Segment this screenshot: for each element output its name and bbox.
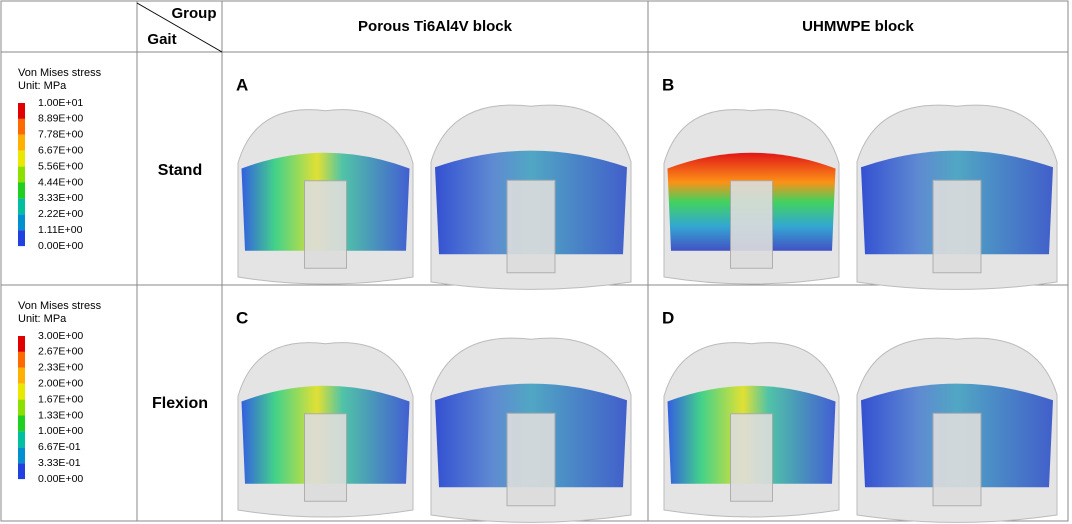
box-cut: [932, 412, 982, 507]
legend-label: 2.00E+00: [38, 377, 83, 389]
legend-label: 0.00E+00: [38, 240, 83, 252]
panel-image: [237, 104, 632, 290]
legend-label: 7.78E+00: [38, 129, 83, 141]
color-bar-segment: [18, 399, 25, 416]
color-bar-segment: [18, 463, 25, 480]
color-bar-segment: [18, 383, 25, 400]
legend-label: 5.56E+00: [38, 160, 83, 172]
legend-title: Von Mises stress: [18, 67, 102, 79]
box-cut: [730, 413, 773, 502]
legend-label: 1.33E+00: [38, 409, 83, 421]
color-bar-segment: [18, 118, 25, 135]
legend-label: 8.89E+00: [38, 113, 83, 125]
panel-image: [663, 104, 1058, 290]
legend-label: 1.00E+01: [38, 97, 83, 109]
panel-label: C: [236, 308, 248, 327]
panel-image: [663, 337, 1058, 523]
legend-label: 2.33E+00: [38, 362, 83, 374]
color-bar-segment: [18, 134, 25, 151]
box-cut: [506, 412, 556, 507]
legend-unit: Unit: MPa: [18, 313, 67, 325]
color-bar-segment: [18, 182, 25, 199]
legend-label: 2.67E+00: [38, 346, 83, 358]
legend-label: 2.22E+00: [38, 208, 83, 220]
legend-label: 3.00E+00: [38, 330, 83, 342]
panel-label: B: [662, 75, 674, 94]
gait-label: Flexion: [152, 395, 208, 412]
color-bar-segment: [18, 230, 25, 247]
color-bar-segment: [18, 214, 25, 231]
color-bar-segment: [18, 351, 25, 368]
corner-bottom: Gait: [147, 31, 176, 48]
color-bar-segment: [18, 367, 25, 384]
box-cut: [304, 180, 347, 269]
legend-label: 3.33E-01: [38, 457, 81, 469]
box-cut: [506, 179, 556, 274]
panel-label: A: [236, 75, 248, 94]
legend-label: 6.67E-01: [38, 441, 81, 453]
column-header: Porous Ti6Al4V block: [358, 18, 513, 35]
gait-label: Stand: [158, 162, 202, 179]
legend-label: 4.44E+00: [38, 176, 83, 188]
panel-image: [237, 337, 632, 523]
color-bar-segment: [18, 447, 25, 464]
box-cut: [932, 179, 982, 274]
panel-label: D: [662, 308, 674, 327]
legend-label: 0.00E+00: [38, 473, 83, 485]
color-bar-segment: [18, 415, 25, 432]
color-bar-segment: [18, 103, 25, 119]
color-bar-segment: [18, 431, 25, 448]
corner-top: Group: [172, 5, 217, 22]
color-bar-segment: [18, 166, 25, 183]
legend-label: 1.67E+00: [38, 393, 83, 405]
color-bar-segment: [18, 198, 25, 215]
legend-label: 6.67E+00: [38, 144, 83, 156]
legend-label: 1.00E+00: [38, 425, 83, 437]
color-bar-segment: [18, 336, 25, 352]
box-cut: [730, 180, 773, 269]
legend-label: 3.33E+00: [38, 192, 83, 204]
legend-label: 1.11E+00: [38, 224, 83, 236]
column-header: UHMWPE block: [802, 18, 914, 35]
color-bar-segment: [18, 150, 25, 167]
box-cut: [304, 413, 347, 502]
legend-title: Von Mises stress: [18, 300, 102, 312]
legend-unit: Unit: MPa: [18, 80, 67, 92]
